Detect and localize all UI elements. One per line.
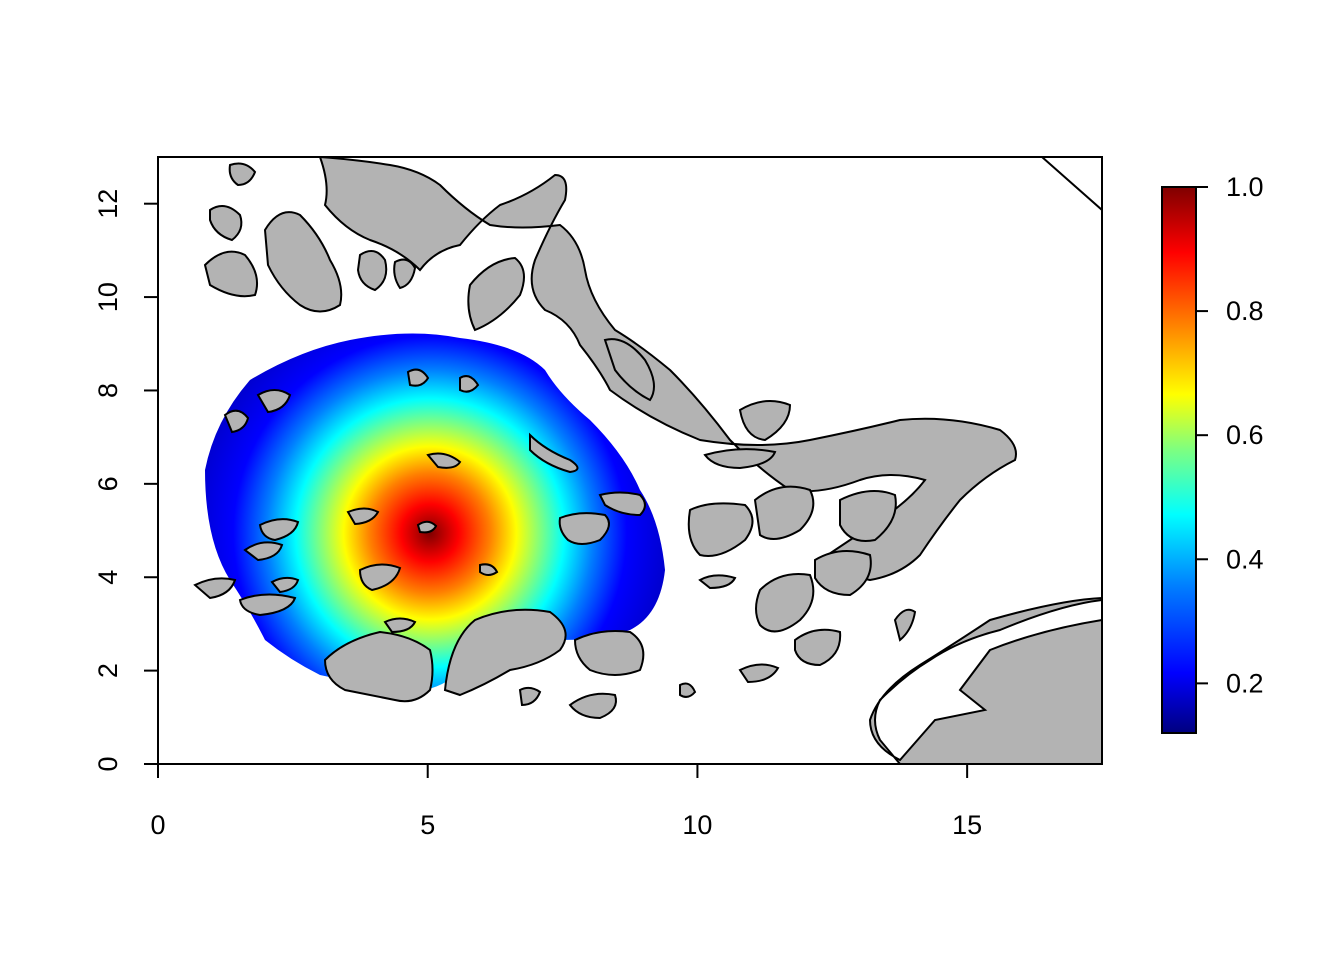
y-tick-label: 12: [93, 189, 123, 219]
island-nw-7: [228, 162, 257, 187]
island-nw-2: [203, 250, 258, 298]
island-west-5: [223, 409, 250, 434]
island-east-3: [687, 502, 754, 557]
island-mid-4: [479, 563, 499, 576]
island-east-13: [893, 608, 917, 642]
colorbar-tick-label: 0.8: [1226, 296, 1264, 326]
island-southwest-3: [270, 576, 300, 594]
heat-field: [205, 333, 665, 690]
island-west-4: [358, 563, 402, 592]
island-east-14: [738, 663, 780, 684]
colorbar-tick-label: 0.6: [1226, 420, 1264, 450]
y-axis: 0 2 4 6 8 10 12: [93, 189, 159, 772]
island-east-6: [839, 490, 897, 542]
island-east-10: [698, 574, 737, 590]
mainland-northeast: [318, 157, 1102, 764]
island-east-11: [738, 400, 792, 442]
y-tick-label: 10: [93, 282, 123, 312]
island-east-9: [703, 448, 777, 470]
x-tick-label: 5: [420, 810, 435, 840]
island-southwest-2: [238, 593, 297, 617]
island-nw-1: [263, 211, 343, 313]
island-mid-3: [459, 375, 480, 393]
y-tick-label: 0: [93, 756, 123, 771]
colorbar-tick-label: 0.2: [1226, 668, 1264, 698]
island-mid-2: [406, 368, 430, 387]
island-nw-3: [209, 205, 243, 242]
colorbar-axis: 0.2 0.4 0.6 0.8 1.0: [1196, 172, 1264, 698]
island-mid-1: [426, 452, 462, 469]
island-east-1: [558, 512, 610, 545]
colorbar: [1161, 186, 1197, 734]
y-tick-label: 4: [93, 570, 123, 585]
island-east-peninsula: [529, 432, 579, 474]
colorbar-tick-label: 1.0: [1226, 172, 1264, 202]
land-southeast: [443, 608, 567, 697]
island-nw-4: [356, 250, 388, 292]
island-south-3: [518, 686, 542, 707]
island-south-4: [568, 692, 617, 720]
colorbar-tick-label: 0.4: [1226, 544, 1264, 574]
land-south: [323, 630, 434, 703]
island-west-6: [256, 389, 292, 414]
island-south-2: [383, 617, 417, 634]
x-tick-label: 10: [682, 810, 712, 840]
island-south-5: [679, 682, 697, 698]
island-west-1: [258, 518, 300, 542]
island-southwest-1: [193, 577, 237, 600]
island-west-3: [346, 507, 380, 526]
island-south-1: [573, 630, 645, 676]
y-tick-label: 6: [93, 476, 123, 491]
island-nw-5: [467, 256, 525, 332]
x-axis: 0 5 10 15: [150, 763, 982, 840]
y-tick-label: 8: [93, 383, 123, 398]
x-tick-label: 0: [150, 810, 165, 840]
island-west-2: [243, 541, 284, 562]
island-east-8: [794, 628, 842, 667]
island-east-12: [603, 338, 655, 402]
island-east-5: [755, 573, 815, 633]
island-nw-6: [393, 258, 417, 290]
island-east-4: [753, 485, 815, 540]
island-center: [416, 520, 438, 534]
island-east-2: [598, 491, 646, 517]
y-tick-label: 2: [93, 663, 123, 678]
island-east-7: [814, 550, 872, 597]
x-tick-label: 15: [952, 810, 982, 840]
